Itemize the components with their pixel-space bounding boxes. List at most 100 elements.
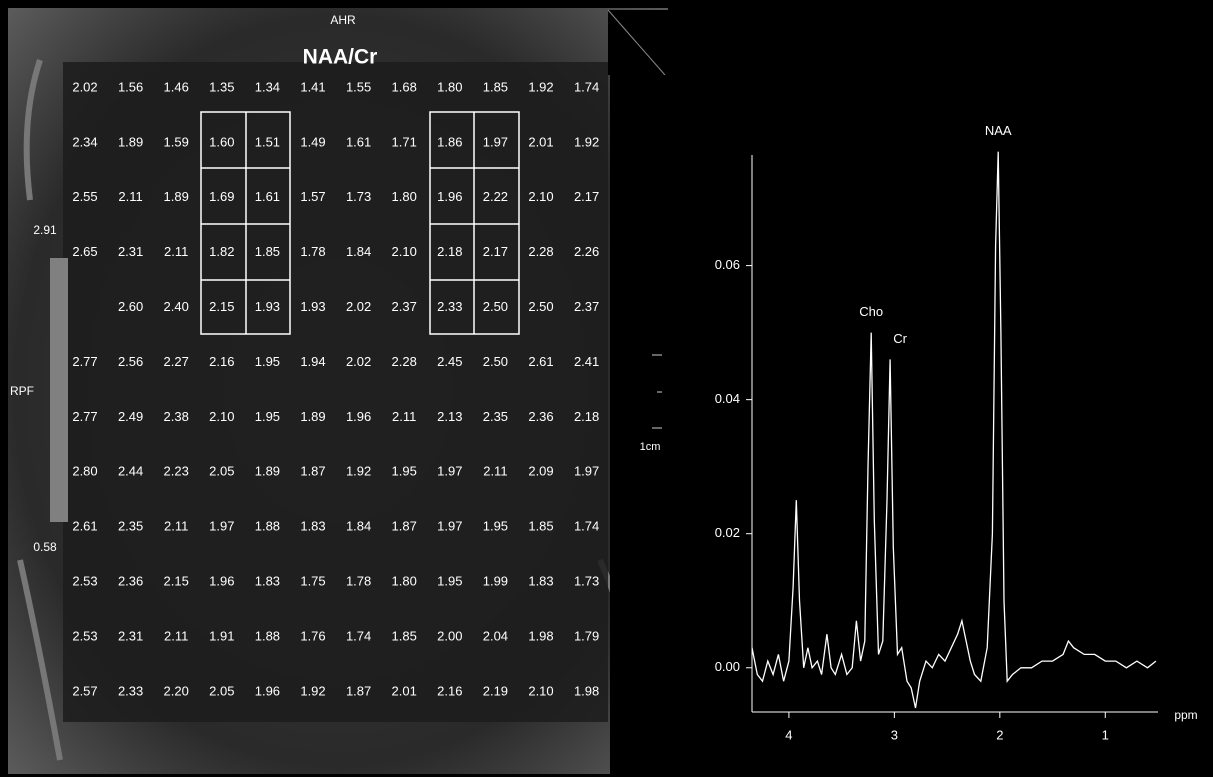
voxel-value: 2.50 bbox=[483, 299, 508, 314]
voxel-value: 1.61 bbox=[346, 134, 371, 149]
voxel-value: 1.51 bbox=[255, 134, 280, 149]
voxel-value: 2.05 bbox=[209, 683, 234, 698]
voxel-value: 1.83 bbox=[255, 574, 280, 589]
voxel-value: 1.49 bbox=[300, 134, 325, 149]
voxel-value: 2.11 bbox=[392, 409, 416, 424]
voxel-value: 1.75 bbox=[300, 574, 325, 589]
voxel-value: 1.94 bbox=[300, 354, 325, 369]
voxel-value: 1.88 bbox=[255, 628, 280, 643]
voxel-value: 1.96 bbox=[209, 574, 234, 589]
selected-voxels bbox=[200, 111, 520, 335]
voxel-value: 2.18 bbox=[437, 244, 462, 259]
voxel-value: 1.91 bbox=[209, 628, 234, 643]
x-tick-label: 3 bbox=[891, 727, 898, 742]
voxel-value: 2.33 bbox=[118, 683, 143, 698]
peak-label: Cr bbox=[893, 331, 907, 346]
voxel-value: 2.50 bbox=[528, 299, 553, 314]
voxel-value: 1.89 bbox=[164, 189, 189, 204]
voxel-value: 1.80 bbox=[437, 79, 462, 94]
orientation-label: RPF bbox=[10, 384, 34, 398]
peak-label: Cho bbox=[859, 304, 883, 319]
voxel-value: 1.46 bbox=[164, 79, 189, 94]
y-tick-label: 0.04 bbox=[715, 391, 740, 406]
scale-ruler bbox=[652, 354, 662, 429]
voxel-value: 1.96 bbox=[255, 683, 280, 698]
voxel-value: 1.95 bbox=[255, 409, 280, 424]
voxel-value: 2.01 bbox=[392, 683, 417, 698]
corner-edge bbox=[607, 9, 666, 76]
x-tick-label: 4 bbox=[785, 727, 792, 742]
voxel-value: 2.20 bbox=[164, 683, 189, 698]
voxel-value: 2.11 bbox=[164, 519, 188, 534]
scale-bar-label: 1cm bbox=[640, 441, 661, 453]
voxel-value: 1.61 bbox=[255, 189, 280, 204]
voxel-value: 1.92 bbox=[528, 79, 553, 94]
voxel-value: 1.82 bbox=[209, 244, 234, 259]
voxel-value: 2.11 bbox=[483, 464, 507, 479]
voxel-value: 2.40 bbox=[164, 299, 189, 314]
voxel-value: 1.96 bbox=[437, 189, 462, 204]
voxel-value: 2.10 bbox=[528, 189, 553, 204]
x-tick-label: 1 bbox=[1102, 727, 1109, 742]
voxel-value: 1.59 bbox=[164, 134, 189, 149]
voxel-value: 2.22 bbox=[483, 189, 508, 204]
voxel-value: 2.11 bbox=[164, 244, 188, 259]
voxel-value: 2.53 bbox=[72, 628, 97, 643]
voxel-value: 1.56 bbox=[118, 79, 143, 94]
voxel-value: 1.78 bbox=[300, 244, 325, 259]
voxel-value: 1.95 bbox=[483, 519, 508, 534]
voxel-value: 2.02 bbox=[72, 79, 97, 94]
voxel-value: 1.95 bbox=[255, 354, 280, 369]
voxel-value: 1.84 bbox=[346, 244, 371, 259]
voxel-value: 1.97 bbox=[483, 134, 508, 149]
voxel-value: 1.74 bbox=[574, 519, 599, 534]
peak-label: NAA bbox=[985, 123, 1012, 138]
voxel-value: 1.57 bbox=[300, 189, 325, 204]
voxel-value: 1.95 bbox=[392, 464, 417, 479]
voxel-value: 2.27 bbox=[164, 354, 189, 369]
voxel-value: 1.60 bbox=[209, 134, 234, 149]
voxel-value: 1.99 bbox=[483, 574, 508, 589]
voxel-value: 1.93 bbox=[255, 299, 280, 314]
voxel-value: 2.31 bbox=[118, 244, 143, 259]
voxel-value: 1.73 bbox=[574, 574, 599, 589]
voxel-value: 2.57 bbox=[72, 683, 97, 698]
scale-min: 0.58 bbox=[33, 540, 57, 554]
voxel-value: 1.76 bbox=[300, 628, 325, 643]
voxel-value: 2.35 bbox=[118, 519, 143, 534]
voxel-value: 1.93 bbox=[300, 299, 325, 314]
voxel-value: 2.65 bbox=[72, 244, 97, 259]
voxel-value: 1.83 bbox=[300, 519, 325, 534]
voxel-value: 1.88 bbox=[255, 519, 280, 534]
voxel-value: 2.36 bbox=[118, 574, 143, 589]
voxel-value: 1.97 bbox=[209, 519, 234, 534]
voxel-value: 1.86 bbox=[437, 134, 462, 149]
voxel-value: 1.85 bbox=[528, 519, 553, 534]
voxel-value: 2.31 bbox=[118, 628, 143, 643]
voxel-value: 2.36 bbox=[528, 409, 553, 424]
voxel-value: 2.02 bbox=[346, 299, 371, 314]
voxel-value: 2.53 bbox=[72, 574, 97, 589]
voxel-value: 2.28 bbox=[392, 354, 417, 369]
voxel-value: 1.74 bbox=[346, 628, 371, 643]
voxel-value: 1.96 bbox=[346, 409, 371, 424]
voxel-value: 2.10 bbox=[528, 683, 553, 698]
voxel-value: 2.18 bbox=[574, 409, 599, 424]
voxel-value: 2.49 bbox=[118, 409, 143, 424]
voxel-value: 2.09 bbox=[528, 464, 553, 479]
voxel-value: 2.15 bbox=[164, 574, 189, 589]
voxel-value: 2.37 bbox=[392, 299, 417, 314]
voxel-value: 1.97 bbox=[437, 464, 462, 479]
voxel-value: 1.87 bbox=[346, 683, 371, 698]
voxel-value: 1.87 bbox=[300, 464, 325, 479]
voxel-value: 2.11 bbox=[164, 628, 188, 643]
voxel-value: 2.23 bbox=[164, 464, 189, 479]
voxel-value: 2.56 bbox=[118, 354, 143, 369]
voxel-value: 1.73 bbox=[346, 189, 371, 204]
voxel-value: 2.77 bbox=[72, 354, 97, 369]
voxel-value: 2.17 bbox=[483, 244, 508, 259]
y-tick-label: 0.06 bbox=[715, 257, 740, 272]
voxel-value: 1.92 bbox=[346, 464, 371, 479]
voxel-value: 1.92 bbox=[574, 134, 599, 149]
